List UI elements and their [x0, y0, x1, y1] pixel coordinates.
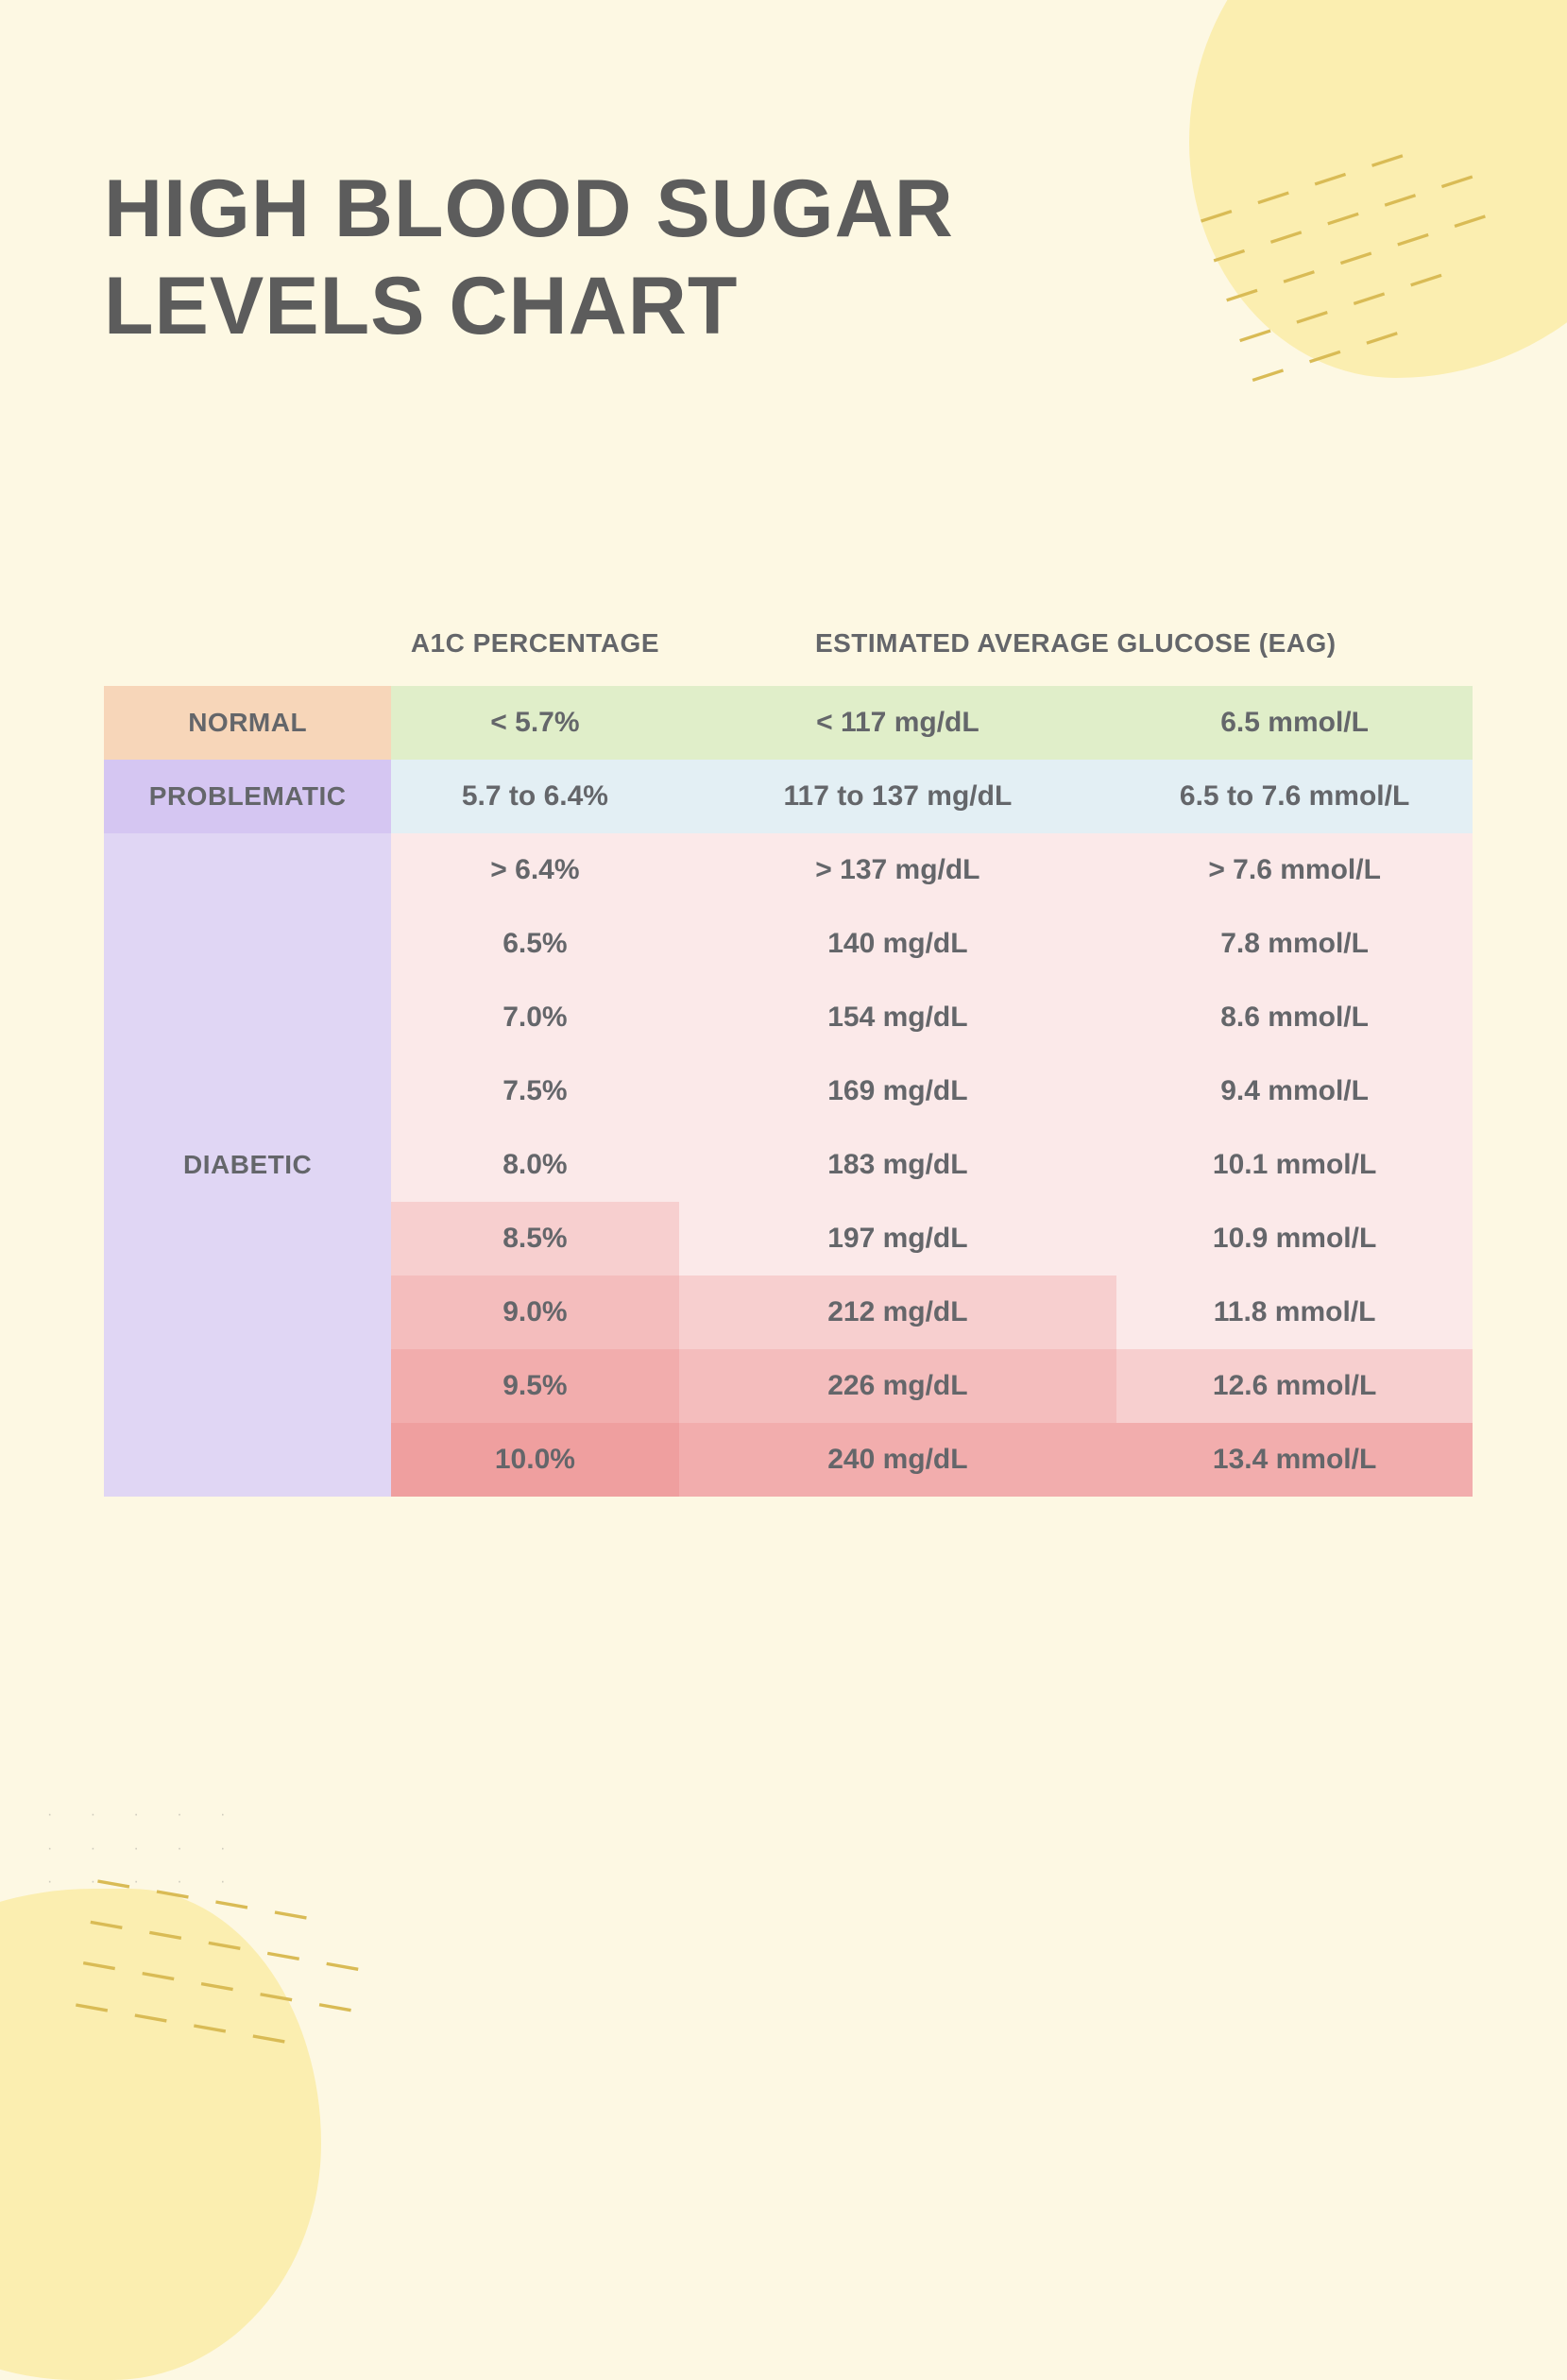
- header-eag: ESTIMATED AVERAGE GLUCOSE (EAG): [679, 601, 1473, 686]
- cell-a1c: 8.0%: [391, 1128, 678, 1202]
- cell-mmol: 9.4 mmol/L: [1116, 1054, 1473, 1128]
- table-row: NORMAL< 5.7%< 117 mg/dL6.5 mmol/L: [104, 686, 1473, 760]
- cell-mmol: > 7.6 mmol/L: [1116, 833, 1473, 907]
- table-row: PROBLEMATIC5.7 to 6.4%117 to 137 mg/dL6.…: [104, 760, 1473, 833]
- cell-mmol: 6.5 mmol/L: [1116, 686, 1473, 760]
- table-row: DIABETIC> 6.4%> 137 mg/dL> 7.6 mmol/L: [104, 833, 1473, 907]
- cell-mgdl: > 137 mg/dL: [679, 833, 1117, 907]
- header-blank: [104, 601, 391, 686]
- cell-mmol: 7.8 mmol/L: [1116, 907, 1473, 981]
- cell-a1c: 8.5%: [391, 1202, 678, 1276]
- cell-a1c: 5.7 to 6.4%: [391, 760, 678, 833]
- cell-mmol: 13.4 mmol/L: [1116, 1423, 1473, 1497]
- cell-a1c: 7.5%: [391, 1054, 678, 1128]
- cell-mmol: 11.8 mmol/L: [1116, 1276, 1473, 1349]
- cell-mgdl: 169 mg/dL: [679, 1054, 1117, 1128]
- cell-mmol: 10.9 mmol/L: [1116, 1202, 1473, 1276]
- cell-a1c: 9.0%: [391, 1276, 678, 1349]
- page-content: HIGH BLOOD SUGAR LEVELS CHART A1C PERCEN…: [0, 0, 1567, 1497]
- cell-mgdl: 154 mg/dL: [679, 981, 1117, 1054]
- cell-a1c: 7.0%: [391, 981, 678, 1054]
- decor-dots-bottom-left: · · · · ·· · · · ·· · · · ·: [47, 1798, 242, 1898]
- chart-table-wrap: A1C PERCENTAGE ESTIMATED AVERAGE GLUCOSE…: [104, 601, 1473, 1497]
- cell-a1c: 10.0%: [391, 1423, 678, 1497]
- cell-mmol: 8.6 mmol/L: [1116, 981, 1473, 1054]
- cell-a1c: 9.5%: [391, 1349, 678, 1423]
- cell-a1c: < 5.7%: [391, 686, 678, 760]
- cell-mmol: 10.1 mmol/L: [1116, 1128, 1473, 1202]
- cell-mgdl: 140 mg/dL: [679, 907, 1117, 981]
- header-a1c: A1C PERCENTAGE: [391, 601, 678, 686]
- cell-mgdl: 212 mg/dL: [679, 1276, 1117, 1349]
- cell-a1c: > 6.4%: [391, 833, 678, 907]
- cell-mgdl: < 117 mg/dL: [679, 686, 1117, 760]
- cell-mmol: 6.5 to 7.6 mmol/L: [1116, 760, 1473, 833]
- category-label: PROBLEMATIC: [104, 760, 391, 833]
- category-label: DIABETIC: [104, 833, 391, 1497]
- cell-mgdl: 117 to 137 mg/dL: [679, 760, 1117, 833]
- cell-mgdl: 183 mg/dL: [679, 1128, 1117, 1202]
- cell-mgdl: 197 mg/dL: [679, 1202, 1117, 1276]
- cell-mgdl: 226 mg/dL: [679, 1349, 1117, 1423]
- cell-a1c: 6.5%: [391, 907, 678, 981]
- category-label: NORMAL: [104, 686, 391, 760]
- table-header-row: A1C PERCENTAGE ESTIMATED AVERAGE GLUCOSE…: [104, 601, 1473, 686]
- blood-sugar-table: A1C PERCENTAGE ESTIMATED AVERAGE GLUCOSE…: [104, 601, 1473, 1497]
- cell-mgdl: 240 mg/dL: [679, 1423, 1117, 1497]
- cell-mmol: 12.6 mmol/L: [1116, 1349, 1473, 1423]
- page-title: HIGH BLOOD SUGAR LEVELS CHART: [104, 161, 954, 355]
